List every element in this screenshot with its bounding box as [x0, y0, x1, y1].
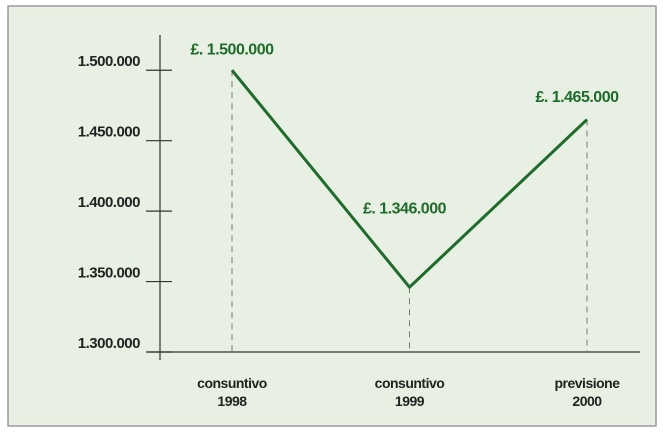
chart-frame [7, 5, 657, 427]
data-line [230, 69, 589, 290]
value-label: £. 1.346.000 [363, 200, 447, 217]
y-tick-label: 1.350.000 [78, 265, 140, 282]
x-tick-label: previsione 2000 [554, 375, 620, 409]
x-tick-label: consuntivo 1999 [375, 375, 445, 409]
y-tick-label: 1.300.000 [78, 335, 140, 352]
y-tick-label: 1.450.000 [78, 124, 140, 141]
y-tick-label: 1.400.000 [78, 194, 140, 211]
y-tick-label: 1.500.000 [78, 53, 140, 70]
x-tick-label: consuntivo 1998 [197, 375, 267, 409]
value-label: £. 1.465.000 [536, 89, 620, 106]
value-label: £. 1.500.000 [191, 41, 275, 58]
